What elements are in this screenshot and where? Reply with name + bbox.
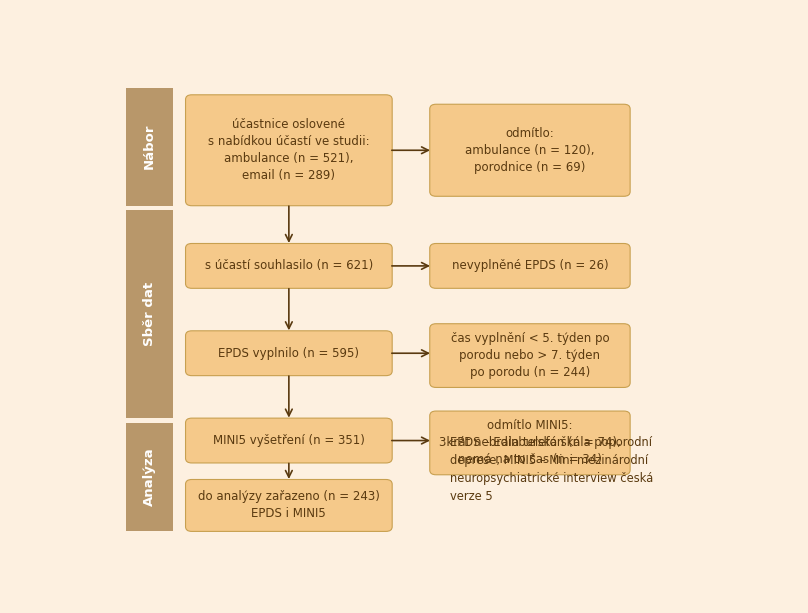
Text: odmítlo MINI5:
3krát nebrala telefon (n = 74),
nemá na to čas (n = 34): odmítlo MINI5: 3krát nebrala telefon (n … <box>439 419 621 466</box>
Text: Analýza: Analýza <box>143 448 156 506</box>
FancyBboxPatch shape <box>430 324 630 387</box>
FancyBboxPatch shape <box>186 418 392 463</box>
Text: s účastí souhlasilo (n = 621): s účastí souhlasilo (n = 621) <box>204 259 373 272</box>
FancyBboxPatch shape <box>126 423 173 531</box>
FancyBboxPatch shape <box>430 243 630 288</box>
Text: EPDS vyplnilo (n = 595): EPDS vyplnilo (n = 595) <box>218 347 360 360</box>
FancyBboxPatch shape <box>430 104 630 196</box>
Text: do analýzy zařazeno (n = 243)
EPDS i MINI5: do analýzy zařazeno (n = 243) EPDS i MIN… <box>198 490 380 520</box>
FancyBboxPatch shape <box>186 243 392 288</box>
Text: nevyplněné EPDS (n = 26): nevyplněné EPDS (n = 26) <box>452 259 608 272</box>
FancyBboxPatch shape <box>186 331 392 376</box>
FancyBboxPatch shape <box>126 210 173 418</box>
FancyBboxPatch shape <box>186 95 392 206</box>
Text: MINI5 vyšetření (n = 351): MINI5 vyšetření (n = 351) <box>213 434 364 447</box>
Text: odmítlo:
ambulance (n = 120),
porodnice (n = 69): odmítlo: ambulance (n = 120), porodnice … <box>465 127 595 173</box>
FancyBboxPatch shape <box>126 88 173 206</box>
FancyBboxPatch shape <box>430 411 630 474</box>
Text: EPDS – Edinburská škála poporodní
deprese, MINI5 – Mini-mezinárodní
neuropsychia: EPDS – Edinburská škála poporodní depres… <box>450 436 654 503</box>
Text: účastnice oslovené
s nabídkou účastí ve studii:
ambulance (n = 521),
email (n = : účastnice oslovené s nabídkou účastí ve … <box>208 118 370 182</box>
Text: Sběr dat: Sběr dat <box>143 282 156 346</box>
Text: čas vyplnění < 5. týden po
porodu nebo > 7. týden
po porodu (n = 244): čas vyplnění < 5. týden po porodu nebo >… <box>451 332 609 379</box>
FancyBboxPatch shape <box>186 479 392 531</box>
Text: Nábor: Nábor <box>143 124 156 169</box>
